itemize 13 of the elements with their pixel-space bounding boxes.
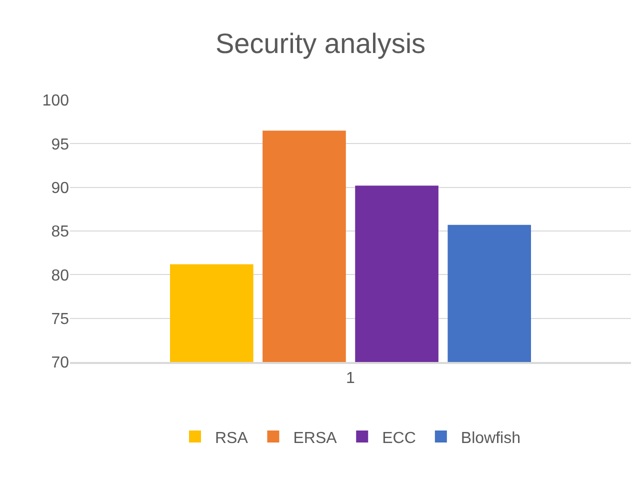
y-tick-label: 95 xyxy=(51,136,70,154)
chart-title: Security analysis xyxy=(215,28,426,60)
y-tick-label: 75 xyxy=(51,310,70,328)
legend-label: ERSA xyxy=(293,430,338,447)
y-tick-label: 100 xyxy=(42,92,70,110)
y-tick-label: 85 xyxy=(51,224,70,241)
x-tick-label: 1 xyxy=(346,370,356,388)
legend-label: RSA xyxy=(215,430,248,447)
legend-label: Blowfish xyxy=(460,430,520,447)
y-tick-label: 90 xyxy=(51,180,70,197)
legend-label: ECC xyxy=(382,430,416,447)
y-tick-label: 70 xyxy=(51,354,70,372)
y-tick-label: 80 xyxy=(51,267,70,284)
